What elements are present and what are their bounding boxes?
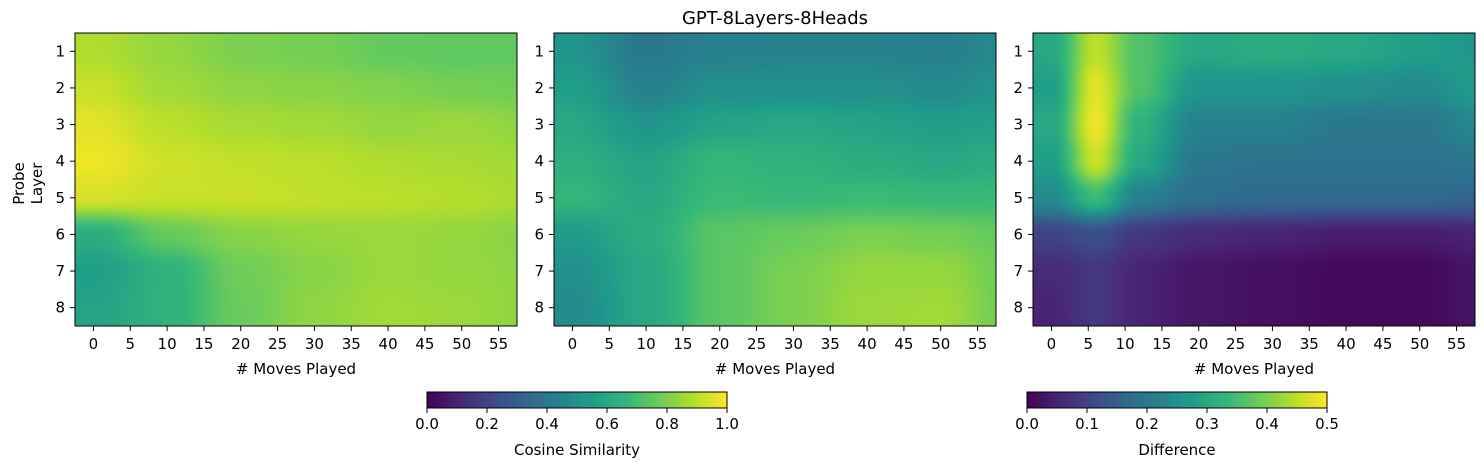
x-tick-label: 20 [1189, 335, 1208, 353]
x-tick-label: 35 [342, 335, 361, 353]
x-tick-label: 55 [489, 335, 508, 353]
colorbar-frame [1026, 391, 1328, 409]
y-tick-label: 1 [55, 42, 65, 60]
colorbar-tick-label: 1.0 [715, 415, 739, 433]
y-tick-label: 5 [55, 189, 65, 207]
x-tick-label: 45 [894, 335, 913, 353]
heatmap-image [75, 33, 517, 326]
x-tick-label: 15 [1152, 335, 1171, 353]
y-tick-label: 5 [1013, 189, 1023, 207]
y-tick-label: 7 [1013, 262, 1023, 280]
x-tick-label: 0 [89, 335, 99, 353]
y-tick-label: 6 [534, 225, 544, 243]
y-tick-label: 6 [55, 225, 65, 243]
x-tick-label: 45 [415, 335, 434, 353]
x-tick-label: 25 [268, 335, 287, 353]
colorbar-difference: 0.0 0.1 0.2 0.3 0.4 0.5 Difference [1015, 391, 1339, 459]
colorbar-label: Difference [1138, 441, 1215, 459]
heatmap-image [1033, 33, 1475, 326]
x-axis-label: # Moves Played [715, 360, 835, 378]
x-tick-label: 55 [1447, 335, 1466, 353]
y-tick-label: 8 [534, 299, 544, 317]
y-tick-label: 3 [1013, 116, 1023, 134]
x-tick-label: 35 [1300, 335, 1319, 353]
colorbar-tick-label: 0.2 [475, 415, 499, 433]
colorbar-tick-label: 0.6 [595, 415, 619, 433]
x-tick-label: 40 [379, 335, 398, 353]
x-tick-label: 5 [604, 335, 614, 353]
x-tick-label: 5 [125, 335, 135, 353]
colorbar-tick-label: 0.4 [535, 415, 559, 433]
heatmap-image [554, 33, 996, 326]
y-tick-label: 8 [1013, 299, 1023, 317]
y-tick-label: 7 [55, 262, 65, 280]
y-tick-label: 4 [534, 152, 544, 170]
x-tick-label: 15 [673, 335, 692, 353]
x-tick-label: 25 [1226, 335, 1245, 353]
colorbar-tick-label: 0.3 [1195, 415, 1219, 433]
colorbar-gradient [1027, 392, 1327, 408]
y-tick-label: 3 [55, 116, 65, 134]
colorbar-label: Cosine Similarity [514, 441, 640, 459]
colorbar-tick-label: 0.0 [1015, 415, 1039, 433]
x-tick-label: 20 [710, 335, 729, 353]
colorbar-tick-label: 0.0 [415, 415, 439, 433]
y-axis-label: ProbeLayer [10, 162, 46, 205]
x-tick-label: 10 [637, 335, 656, 353]
y-tick-label: 2 [55, 79, 65, 97]
x-tick-label: 10 [158, 335, 177, 353]
x-tick-label: 25 [747, 335, 766, 353]
x-tick-label: 5 [1083, 335, 1093, 353]
x-tick-label: 0 [1047, 335, 1057, 353]
x-tick-label: 30 [784, 335, 803, 353]
figure-title: GPT-8Layers-8Heads [682, 8, 868, 29]
y-tick-label: 6 [1013, 225, 1023, 243]
x-axis-label: # Moves Played [236, 360, 356, 378]
x-tick-label: 50 [931, 335, 950, 353]
x-tick-label: 50 [1410, 335, 1429, 353]
x-tick-label: 40 [858, 335, 877, 353]
axes-frame [553, 32, 997, 327]
x-tick-label: 40 [1337, 335, 1356, 353]
y-tick-label: 5 [534, 189, 544, 207]
y-tick-label: 1 [534, 42, 544, 60]
colorbar-gradient [427, 392, 727, 408]
x-tick-label: 35 [821, 335, 840, 353]
x-axis-label: # Moves Played [1194, 360, 1314, 378]
y-tick-label: 2 [1013, 79, 1023, 97]
y-tick-label: 4 [1013, 152, 1023, 170]
x-tick-label: 45 [1373, 335, 1392, 353]
x-tick-label: 20 [231, 335, 250, 353]
y-tick-label: 4 [55, 152, 65, 170]
colorbar-tick-label: 0.5 [1315, 415, 1339, 433]
x-tick-label: 30 [1263, 335, 1282, 353]
y-tick-label: 3 [534, 116, 544, 134]
axes-frame [74, 32, 518, 327]
y-tick-label: 8 [55, 299, 65, 317]
x-tick-label: 55 [968, 335, 987, 353]
x-tick-label: 15 [194, 335, 213, 353]
colorbar-frame [426, 391, 728, 409]
y-tick-label: 1 [1013, 42, 1023, 60]
colorbar-tick-label: 0.4 [1255, 415, 1279, 433]
colorbar-tick-label: 0.1 [1075, 415, 1099, 433]
y-tick-label: 7 [534, 262, 544, 280]
x-tick-label: 0 [568, 335, 578, 353]
axes-frame [1032, 32, 1476, 327]
x-tick-label: 50 [452, 335, 471, 353]
x-tick-label: 30 [305, 335, 324, 353]
colorbar-cosine-similarity: 0.0 0.2 0.4 0.6 0.8 1.0 Cosine Similarity [415, 391, 739, 459]
x-tick-label: 10 [1116, 335, 1135, 353]
y-tick-label: 2 [534, 79, 544, 97]
colorbar-tick-label: 0.2 [1135, 415, 1159, 433]
colorbar-tick-label: 0.8 [655, 415, 679, 433]
